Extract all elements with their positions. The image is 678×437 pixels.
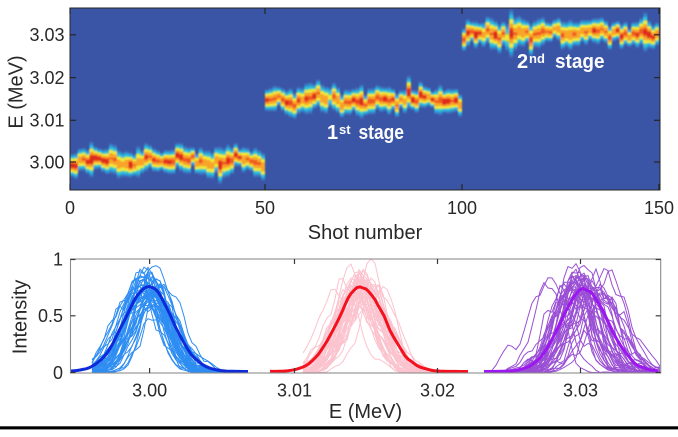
svg-text:E (MeV): E (MeV) [329, 401, 402, 423]
svg-text:Intensity: Intensity [10, 280, 32, 354]
svg-text:3.00: 3.00 [132, 381, 167, 401]
svg-text:3.00: 3.00 [29, 152, 64, 172]
svg-text:3.02: 3.02 [420, 381, 455, 401]
svg-text:100: 100 [447, 198, 477, 218]
svg-text:0: 0 [53, 363, 63, 383]
svg-text:3.03: 3.03 [29, 25, 64, 45]
svg-text:Shot number: Shot number [308, 222, 423, 244]
svg-text:3.03: 3.03 [563, 381, 598, 401]
svg-text:0.5: 0.5 [38, 306, 63, 326]
svg-text:3.02: 3.02 [29, 68, 64, 88]
svg-text:0: 0 [65, 198, 75, 218]
svg-text:E (MeV): E (MeV) [6, 55, 28, 128]
svg-text:3.01: 3.01 [29, 111, 64, 131]
svg-text:150: 150 [644, 198, 674, 218]
svg-text:50: 50 [255, 198, 275, 218]
svg-text:3.01: 3.01 [277, 381, 312, 401]
svg-text:1: 1 [53, 250, 63, 270]
